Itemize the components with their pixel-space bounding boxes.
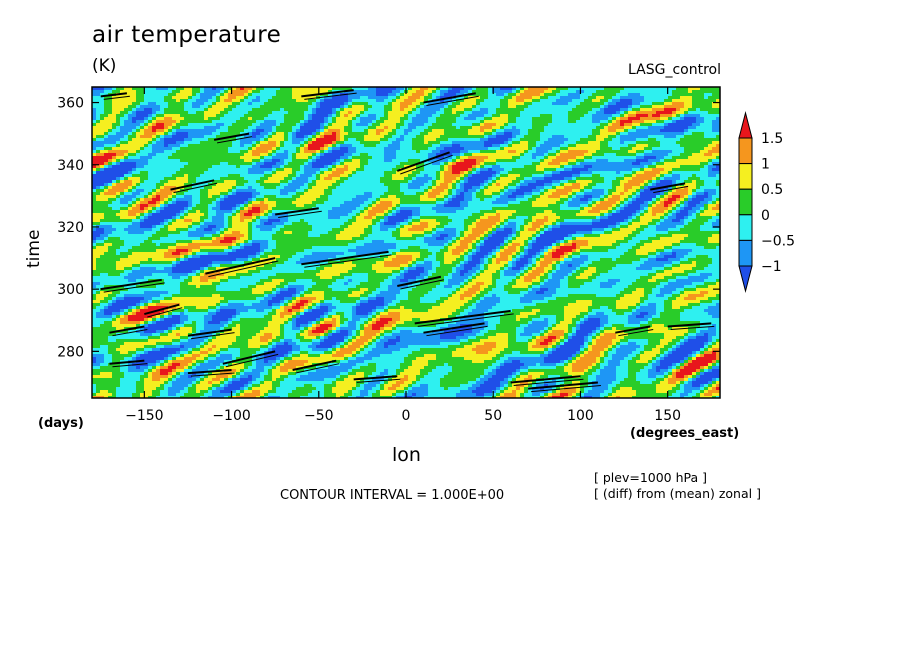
colorbar-label: 1.5	[761, 131, 783, 147]
chart-title: air temperature	[92, 22, 282, 48]
colorbar-label: 0	[761, 208, 770, 224]
colorbar-segment	[738, 163, 753, 190]
colorbar-label: −0.5	[761, 233, 795, 249]
x-axis-units: (degrees_east)	[630, 426, 740, 441]
colorbar-segment	[738, 214, 753, 241]
x-tick-label: 150	[654, 408, 681, 424]
colorbar-label: 1	[761, 157, 770, 173]
x-tick-label: −50	[304, 408, 334, 424]
y-axis-units: (days)	[38, 416, 84, 431]
x-axis-label: lon	[392, 444, 421, 466]
colorbar-label: 0.5	[761, 182, 783, 198]
colorbar-label: −1	[761, 259, 782, 275]
colorbar-bottom-arrow	[738, 265, 753, 293]
heatmap-field	[92, 87, 720, 398]
note-diff: [ (diff) from (mean) zonal ]	[594, 486, 761, 501]
colorbar-segment	[738, 239, 753, 267]
x-tick-label: −150	[125, 408, 163, 424]
x-tick-label: 50	[484, 408, 502, 424]
note-plev: [ plev=1000 hPa ]	[594, 470, 708, 485]
y-tick-label: 360	[57, 96, 84, 112]
y-axis-label: time	[24, 229, 44, 268]
x-tick-label: −100	[212, 408, 250, 424]
y-axis: 280 300 320 340 360	[57, 96, 720, 360]
x-axis: −150 −100 −50 0 50 100 150	[125, 87, 681, 424]
y-tick-label: 320	[57, 220, 84, 236]
y-tick-label: 280	[57, 344, 84, 360]
colorbar-segment	[738, 137, 753, 165]
y-tick-label: 300	[57, 282, 84, 298]
x-tick-label: 0	[402, 408, 411, 424]
y-tick-label: 340	[57, 158, 84, 174]
x-tick-label: 100	[567, 408, 594, 424]
contour-interval: CONTOUR INTERVAL = 1.000E+00	[280, 488, 505, 503]
colorbar-top-arrow	[738, 111, 753, 139]
colorbar: 1.5 1 0.5 0 −0.5 −1	[738, 111, 795, 293]
contour-lines	[100, 89, 715, 393]
chart-units: (K)	[92, 56, 117, 76]
dataset-label: LASG_control	[628, 62, 721, 78]
colorbar-segment	[738, 188, 753, 216]
